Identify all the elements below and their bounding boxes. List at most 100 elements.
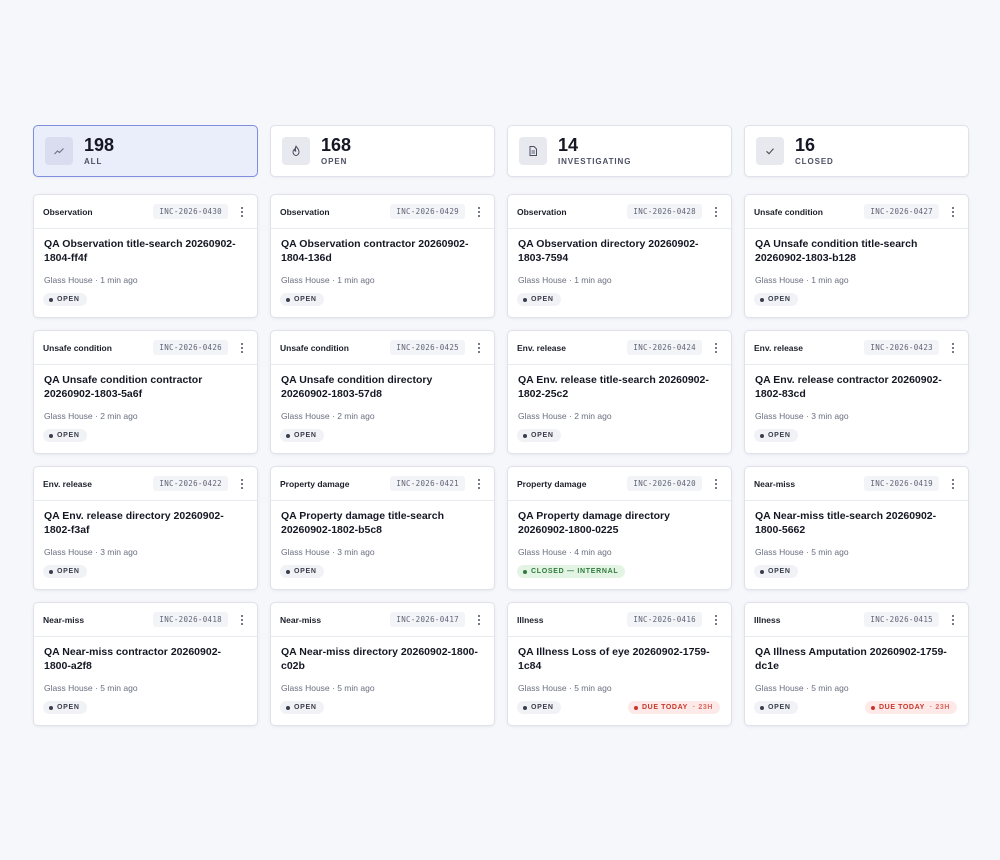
status-dot-icon: [760, 297, 764, 302]
more-options-icon[interactable]: [473, 204, 485, 220]
incident-card[interactable]: Unsafe condition INC-2026-0427 QA Unsafe c…: [744, 194, 969, 318]
incident-meta: Glass House · 2 min ago: [518, 411, 612, 421]
more-options-icon[interactable]: [947, 612, 959, 628]
incident-title: QA Unsafe condition directory 20260902-1…: [281, 374, 433, 400]
incident-category: Illness: [754, 614, 781, 625]
incident-id: INC-2026-0423: [864, 340, 939, 355]
incident-category: Env. release: [43, 478, 92, 489]
incident-card[interactable]: Unsafe condition INC-2026-0426 QA Unsafe c…: [33, 330, 258, 454]
more-options-icon[interactable]: [947, 340, 959, 356]
more-options-icon[interactable]: [236, 612, 248, 628]
status-badge: OPEN: [517, 429, 561, 442]
incident-card[interactable]: Property damage INC-2026-0421 QA Property …: [270, 466, 495, 590]
incident-card[interactable]: Near-miss INC-2026-0417 QA Near-miss direc…: [270, 602, 495, 726]
incident-meta: Glass House · 1 min ago: [518, 275, 612, 285]
more-options-icon[interactable]: [710, 476, 722, 492]
incident-card[interactable]: Env. release INC-2026-0424 QA Env. release…: [507, 330, 732, 454]
status-badge: OPEN: [43, 429, 87, 442]
more-options-icon[interactable]: [947, 476, 959, 492]
incident-card-header: Property damage INC-2026-0420: [508, 467, 731, 501]
incident-card[interactable]: Near-miss INC-2026-0418 QA Near-miss contr…: [33, 602, 258, 726]
incident-meta: Glass House · 5 min ago: [44, 683, 138, 693]
more-options-icon[interactable]: [473, 340, 485, 356]
incident-id: INC-2026-0422: [153, 476, 228, 491]
status-badge: CLOSED — INTERNAL: [517, 565, 626, 578]
filter-card-open[interactable]: 168 OPEN: [270, 125, 495, 177]
incident-meta: Glass House · 5 min ago: [755, 547, 849, 557]
more-options-icon[interactable]: [710, 612, 722, 628]
incident-category: Unsafe condition: [43, 342, 112, 353]
more-options-icon[interactable]: [710, 340, 722, 356]
incident-card-footer: OPEN: [280, 701, 483, 714]
status-badge: OPEN: [280, 293, 324, 306]
more-options-icon[interactable]: [710, 204, 722, 220]
due-dot-icon: [634, 705, 639, 710]
status-text: OPEN: [768, 296, 791, 303]
status-text: OPEN: [294, 568, 317, 575]
incident-title: QA Observation contractor 20260902-1804-…: [281, 238, 469, 264]
more-options-icon[interactable]: [473, 612, 485, 628]
incident-title: QA Unsafe condition contractor 20260902-…: [44, 374, 203, 400]
incident-title: QA Env. release directory 20260902-1802-…: [44, 510, 224, 536]
incident-card[interactable]: Env. release INC-2026-0423 QA Env. release…: [744, 330, 969, 454]
incident-id: INC-2026-0417: [390, 612, 465, 627]
incident-card[interactable]: Illness INC-2026-0415 QA Illness Amputatio…: [744, 602, 969, 726]
incident-card-header: Unsafe condition INC-2026-0427: [745, 195, 968, 229]
incident-card[interactable]: Property damage INC-2026-0420 QA Property …: [507, 466, 732, 590]
status-text: OPEN: [294, 296, 317, 303]
incident-card-header: Near-miss INC-2026-0419: [745, 467, 968, 501]
incident-card-header: Observation INC-2026-0428: [508, 195, 731, 229]
incident-meta: Glass House · 1 min ago: [281, 275, 375, 285]
status-badge: OPEN: [280, 565, 324, 578]
filter-card-all[interactable]: 198 ALL: [33, 125, 258, 177]
incident-card[interactable]: Near-miss INC-2026-0419 QA Near-miss title…: [744, 466, 969, 590]
due-hours: · 23H: [692, 704, 713, 711]
more-options-icon[interactable]: [236, 340, 248, 356]
status-badge: OPEN: [754, 429, 798, 442]
incident-card-footer: OPEN: [754, 565, 957, 578]
more-options-icon[interactable]: [236, 204, 248, 220]
status-text: OPEN: [768, 568, 791, 575]
incident-card-footer: OPEN: [517, 293, 720, 306]
status-badge: OPEN: [43, 565, 87, 578]
filter-count: 14: [558, 135, 579, 155]
incident-card[interactable]: Observation INC-2026-0430 QA Observation t…: [33, 194, 258, 318]
more-options-icon[interactable]: [473, 476, 485, 492]
incident-title: QA Illness Loss of eye 20260902-1759-1c8…: [518, 646, 710, 672]
incident-category: Env. release: [517, 342, 566, 353]
incident-card[interactable]: Illness INC-2026-0416 QA Illness Loss of e…: [507, 602, 732, 726]
filter-card-text: 14 INVESTIGATING: [558, 135, 631, 167]
incident-card-header: Near-miss INC-2026-0417: [271, 603, 494, 637]
incident-card[interactable]: Observation INC-2026-0429 QA Observation c…: [270, 194, 495, 318]
filter-label: ALL: [84, 157, 103, 166]
due-text: DUE TODAY: [642, 704, 688, 711]
incident-title: QA Near-miss directory 20260902-1800-c02…: [281, 646, 478, 672]
incident-card[interactable]: Unsafe condition INC-2026-0425 QA Unsafe c…: [270, 330, 495, 454]
incident-card-header: Env. release INC-2026-0424: [508, 331, 731, 365]
status-text: CLOSED — INTERNAL: [531, 568, 619, 575]
incident-meta: Glass House · 5 min ago: [755, 683, 849, 693]
incident-category: Near-miss: [754, 478, 796, 489]
due-hours: · 23H: [929, 704, 950, 711]
status-dot-icon: [286, 569, 290, 574]
incident-title: QA Near-miss title-search 20260902-1800-…: [755, 510, 937, 536]
status-dot-icon: [49, 297, 53, 302]
incident-category: Property damage: [280, 478, 350, 489]
filter-card-closed[interactable]: 16 CLOSED: [744, 125, 969, 177]
incident-card[interactable]: Env. release INC-2026-0422 QA Env. release…: [33, 466, 258, 590]
more-options-icon[interactable]: [947, 204, 959, 220]
incident-card[interactable]: Observation INC-2026-0428 QA Observation d…: [507, 194, 732, 318]
incident-id: INC-2026-0418: [153, 612, 228, 627]
status-dot-icon: [49, 433, 53, 438]
filter-card-investigating[interactable]: 14 INVESTIGATING: [507, 125, 732, 177]
incident-card-grid: Observation INC-2026-0430 QA Observation t…: [33, 194, 969, 726]
incident-category: Observation: [517, 206, 567, 217]
status-filter-bar: 198 ALL 168 OPEN 14 INVESTIGATING 16 CLOSED: [33, 125, 969, 177]
status-dot-icon: [286, 297, 290, 302]
more-options-icon[interactable]: [236, 476, 248, 492]
incident-title: QA Unsafe condition title-search 2026090…: [755, 238, 918, 264]
incident-category: Observation: [280, 206, 330, 217]
incident-id: INC-2026-0420: [627, 476, 702, 491]
status-dot-icon: [523, 433, 527, 438]
incident-card-footer: OPEN: [517, 429, 720, 442]
